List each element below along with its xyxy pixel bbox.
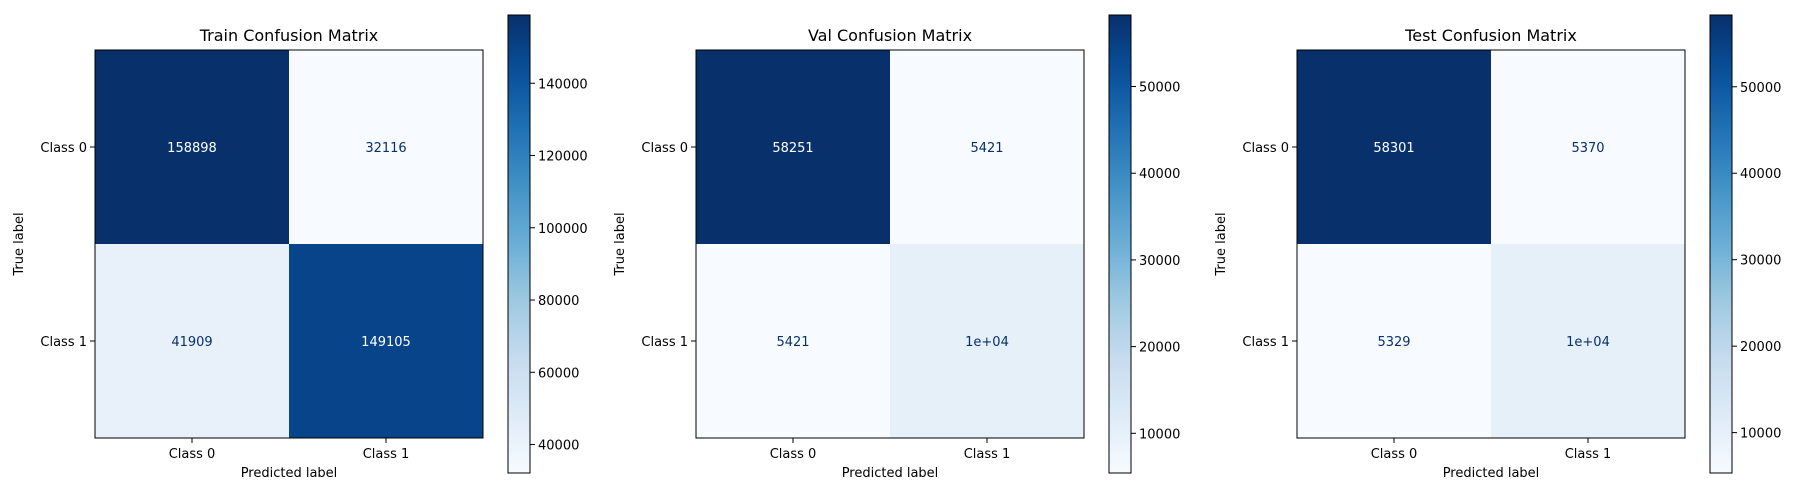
matrix-cell-r1-c0 <box>696 244 890 438</box>
matrix-cell-r1-c1 <box>890 244 1084 438</box>
chart-title: Train Confusion Matrix <box>199 26 379 45</box>
colorbar-tick-label: 10000 <box>1139 427 1180 442</box>
cell-value-label: 1e+04 <box>965 335 1009 350</box>
y-tick-label: Class 1 <box>1242 335 1289 350</box>
colorbar-tick-label: 20000 <box>1139 341 1180 356</box>
cell-value-label: 5421 <box>970 141 1003 156</box>
colorbar <box>507 14 531 474</box>
cell-value-label: 32116 <box>365 141 406 156</box>
colorbar-tick-label: 10000 <box>1740 427 1781 442</box>
cell-value-label: 149105 <box>361 335 411 350</box>
matrix-cell-r0-c1 <box>1491 50 1685 244</box>
y-tick-label: Class 0 <box>1242 141 1289 156</box>
cell-value-label: 1e+04 <box>1566 335 1610 350</box>
colorbar-tick-label: 50000 <box>1139 81 1180 96</box>
axes-frame <box>94 49 484 439</box>
cell-value-label: 5370 <box>1571 141 1604 156</box>
cell-value-label: 158898 <box>167 141 217 156</box>
y-tick-label: Class 0 <box>40 141 87 156</box>
axes-frame <box>695 49 1085 439</box>
matrix-cell-r0-c0 <box>1297 50 1491 244</box>
matrix-cell-r0-c0 <box>95 50 289 244</box>
matrix-cell-r1-c0 <box>1297 244 1491 438</box>
matrix-cell-r1-c1 <box>1491 244 1685 438</box>
axes-frame <box>1296 49 1686 439</box>
chart-title: Val Confusion Matrix <box>808 26 972 45</box>
colorbar-tick-label: 60000 <box>538 366 579 381</box>
cell-value-label: 58301 <box>1373 141 1414 156</box>
y-tick-label: Class 1 <box>40 335 87 350</box>
x-axis-label: Predicted label <box>842 466 939 481</box>
colorbar <box>1709 14 1733 474</box>
matrix-cell-r1-c0 <box>95 244 289 438</box>
x-tick-label: Class 0 <box>169 447 216 462</box>
colorbar-tick-label: 100000 <box>538 222 588 237</box>
cell-value-label: 58251 <box>772 141 813 156</box>
matrix-cell-r0-c0 <box>696 50 890 244</box>
colorbar-tick-label: 30000 <box>1139 254 1180 269</box>
matrix-cell-r0-c1 <box>289 50 483 244</box>
cell-value-label: 5421 <box>776 335 809 350</box>
x-tick-label: Class 0 <box>770 447 817 462</box>
cell-value-label: 5329 <box>1377 335 1410 350</box>
x-axis-label: Predicted label <box>1443 466 1540 481</box>
cell-value-label: 41909 <box>171 335 212 350</box>
y-axis-label: True label <box>1214 212 1229 276</box>
colorbar-tick-label: 40000 <box>1740 167 1781 182</box>
x-tick-label: Class 1 <box>363 447 410 462</box>
y-axis-label: True label <box>12 212 27 276</box>
colorbar-tick-label: 30000 <box>1740 254 1781 269</box>
colorbar-tick-label: 140000 <box>538 77 588 92</box>
colorbar-tick-label: 120000 <box>538 150 588 165</box>
colorbar-tick-label: 80000 <box>538 294 579 309</box>
colorbar-tick-label: 50000 <box>1740 81 1781 96</box>
y-tick-label: Class 1 <box>641 335 688 350</box>
matrix-cell-r1-c1 <box>289 244 483 438</box>
x-tick-label: Class 0 <box>1371 447 1418 462</box>
x-tick-label: Class 1 <box>1565 447 1612 462</box>
colorbar-tick-label: 40000 <box>1139 167 1180 182</box>
matrix-cell-r0-c1 <box>890 50 1084 244</box>
x-axis-label: Predicted label <box>241 466 338 481</box>
colorbar-tick-label: 40000 <box>538 439 579 454</box>
colorbar <box>1108 14 1132 474</box>
y-axis-label: True label <box>613 212 628 276</box>
x-tick-label: Class 1 <box>964 447 1011 462</box>
colorbar-tick-label: 20000 <box>1740 340 1781 355</box>
y-tick-label: Class 0 <box>641 141 688 156</box>
chart-title: Test Confusion Matrix <box>1404 26 1577 45</box>
